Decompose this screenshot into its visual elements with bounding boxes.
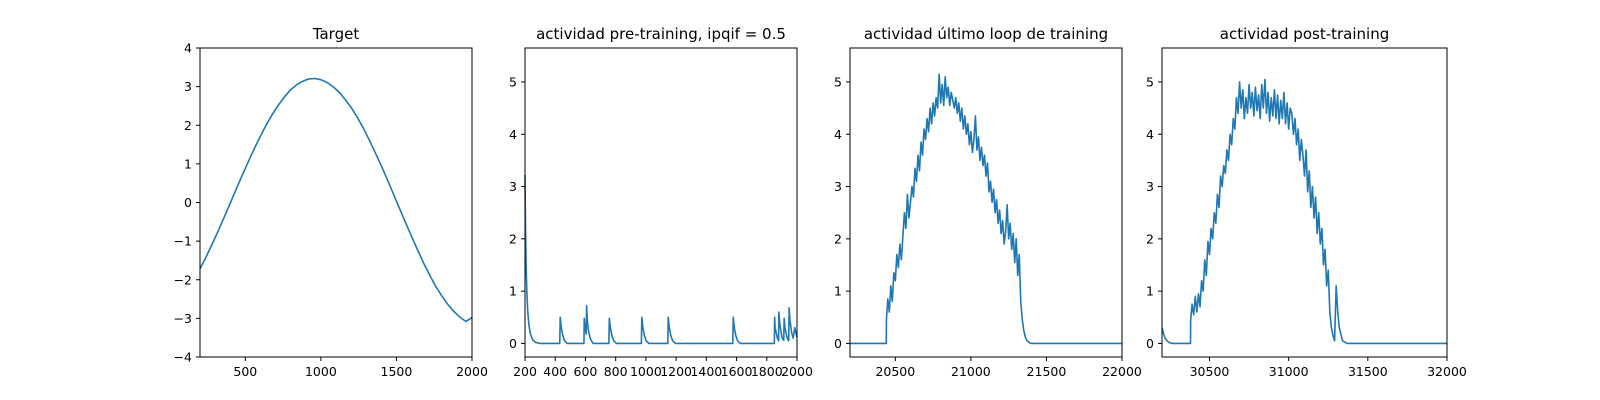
- x-tick-label: 32000: [1427, 364, 1467, 379]
- plot-frame: [199, 47, 473, 358]
- y-tick-label: 5: [509, 74, 517, 89]
- y-tick-label: 2: [1146, 231, 1154, 246]
- x-tick-label: 1200: [660, 364, 692, 379]
- x-tick-label: 31500: [1348, 364, 1388, 379]
- series-line: [199, 77, 473, 323]
- y-tick-label: 0: [509, 336, 517, 351]
- x-tick-label: 600: [574, 364, 598, 379]
- series-line: [850, 73, 1122, 345]
- y-tick-label: 0: [834, 336, 842, 351]
- y-tick-label: 2: [834, 231, 842, 246]
- x-tick-label: 200: [513, 364, 537, 379]
- chart-title: actividad post-training: [1220, 25, 1389, 43]
- chart-title: actividad pre-training, ipqif = 0.5: [536, 25, 786, 43]
- chart-panel-1: Target 500 1000 1500 2000 −4 −3 −2 −1 0 1 2 3 4: [174, 25, 488, 379]
- x-tick-label: 1400: [690, 364, 722, 379]
- x-tick-label: 22000: [1102, 364, 1142, 379]
- y-tick-label: 1: [834, 284, 842, 299]
- x-tick-label: 1600: [721, 364, 753, 379]
- x-tick-label: 21000: [951, 364, 991, 379]
- y-tick-label: 0: [1146, 336, 1154, 351]
- x-tick-label: 30500: [1190, 364, 1230, 379]
- y-tick-label: 4: [509, 127, 517, 142]
- chart-title: Target: [312, 25, 360, 43]
- y-tick-label: −3: [174, 311, 192, 326]
- plot-frame: [524, 47, 798, 358]
- y-tick-label: 5: [834, 74, 842, 89]
- x-tick-label: 1000: [305, 364, 337, 379]
- x-tick-label: 31000: [1269, 364, 1309, 379]
- x-tick-label: 20500: [875, 364, 915, 379]
- y-tick-label: −4: [174, 350, 192, 365]
- x-tick-label: 21500: [1027, 364, 1067, 379]
- y-tick-label: 0: [184, 195, 192, 210]
- y-tick-label: 2: [184, 118, 192, 133]
- y-tick-label: 1: [509, 284, 517, 299]
- plot-frame: [1161, 47, 1448, 358]
- y-tick-label: 3: [184, 79, 192, 94]
- x-tick-label: 2000: [781, 364, 813, 379]
- y-tick-label: 4: [1146, 127, 1154, 142]
- y-tick-label: 5: [1146, 74, 1154, 89]
- y-tick-label: 4: [834, 127, 842, 142]
- y-tick-label: 3: [834, 179, 842, 194]
- plot-frame: [849, 47, 1123, 358]
- y-tick-label: 4: [184, 41, 192, 56]
- y-tick-label: 3: [509, 179, 517, 194]
- x-tick-label: 2000: [456, 364, 488, 379]
- y-tick-label: −2: [174, 272, 192, 287]
- x-tick-label: 400: [543, 364, 567, 379]
- x-tick-label: 1800: [751, 364, 783, 379]
- series-line: [524, 175, 798, 345]
- y-tick-label: 1: [184, 156, 192, 171]
- x-tick-label: 1000: [630, 364, 662, 379]
- y-tick-label: 2: [509, 231, 517, 246]
- y-tick-label: 1: [1146, 284, 1154, 299]
- series-line: [1161, 78, 1447, 345]
- x-tick-label: 800: [604, 364, 628, 379]
- x-tick-label: 500: [233, 364, 257, 379]
- y-tick-label: 3: [1146, 179, 1154, 194]
- chart-title: actividad último loop de training: [864, 25, 1108, 43]
- x-tick-label: 1500: [381, 364, 413, 379]
- y-tick-label: −1: [174, 234, 192, 249]
